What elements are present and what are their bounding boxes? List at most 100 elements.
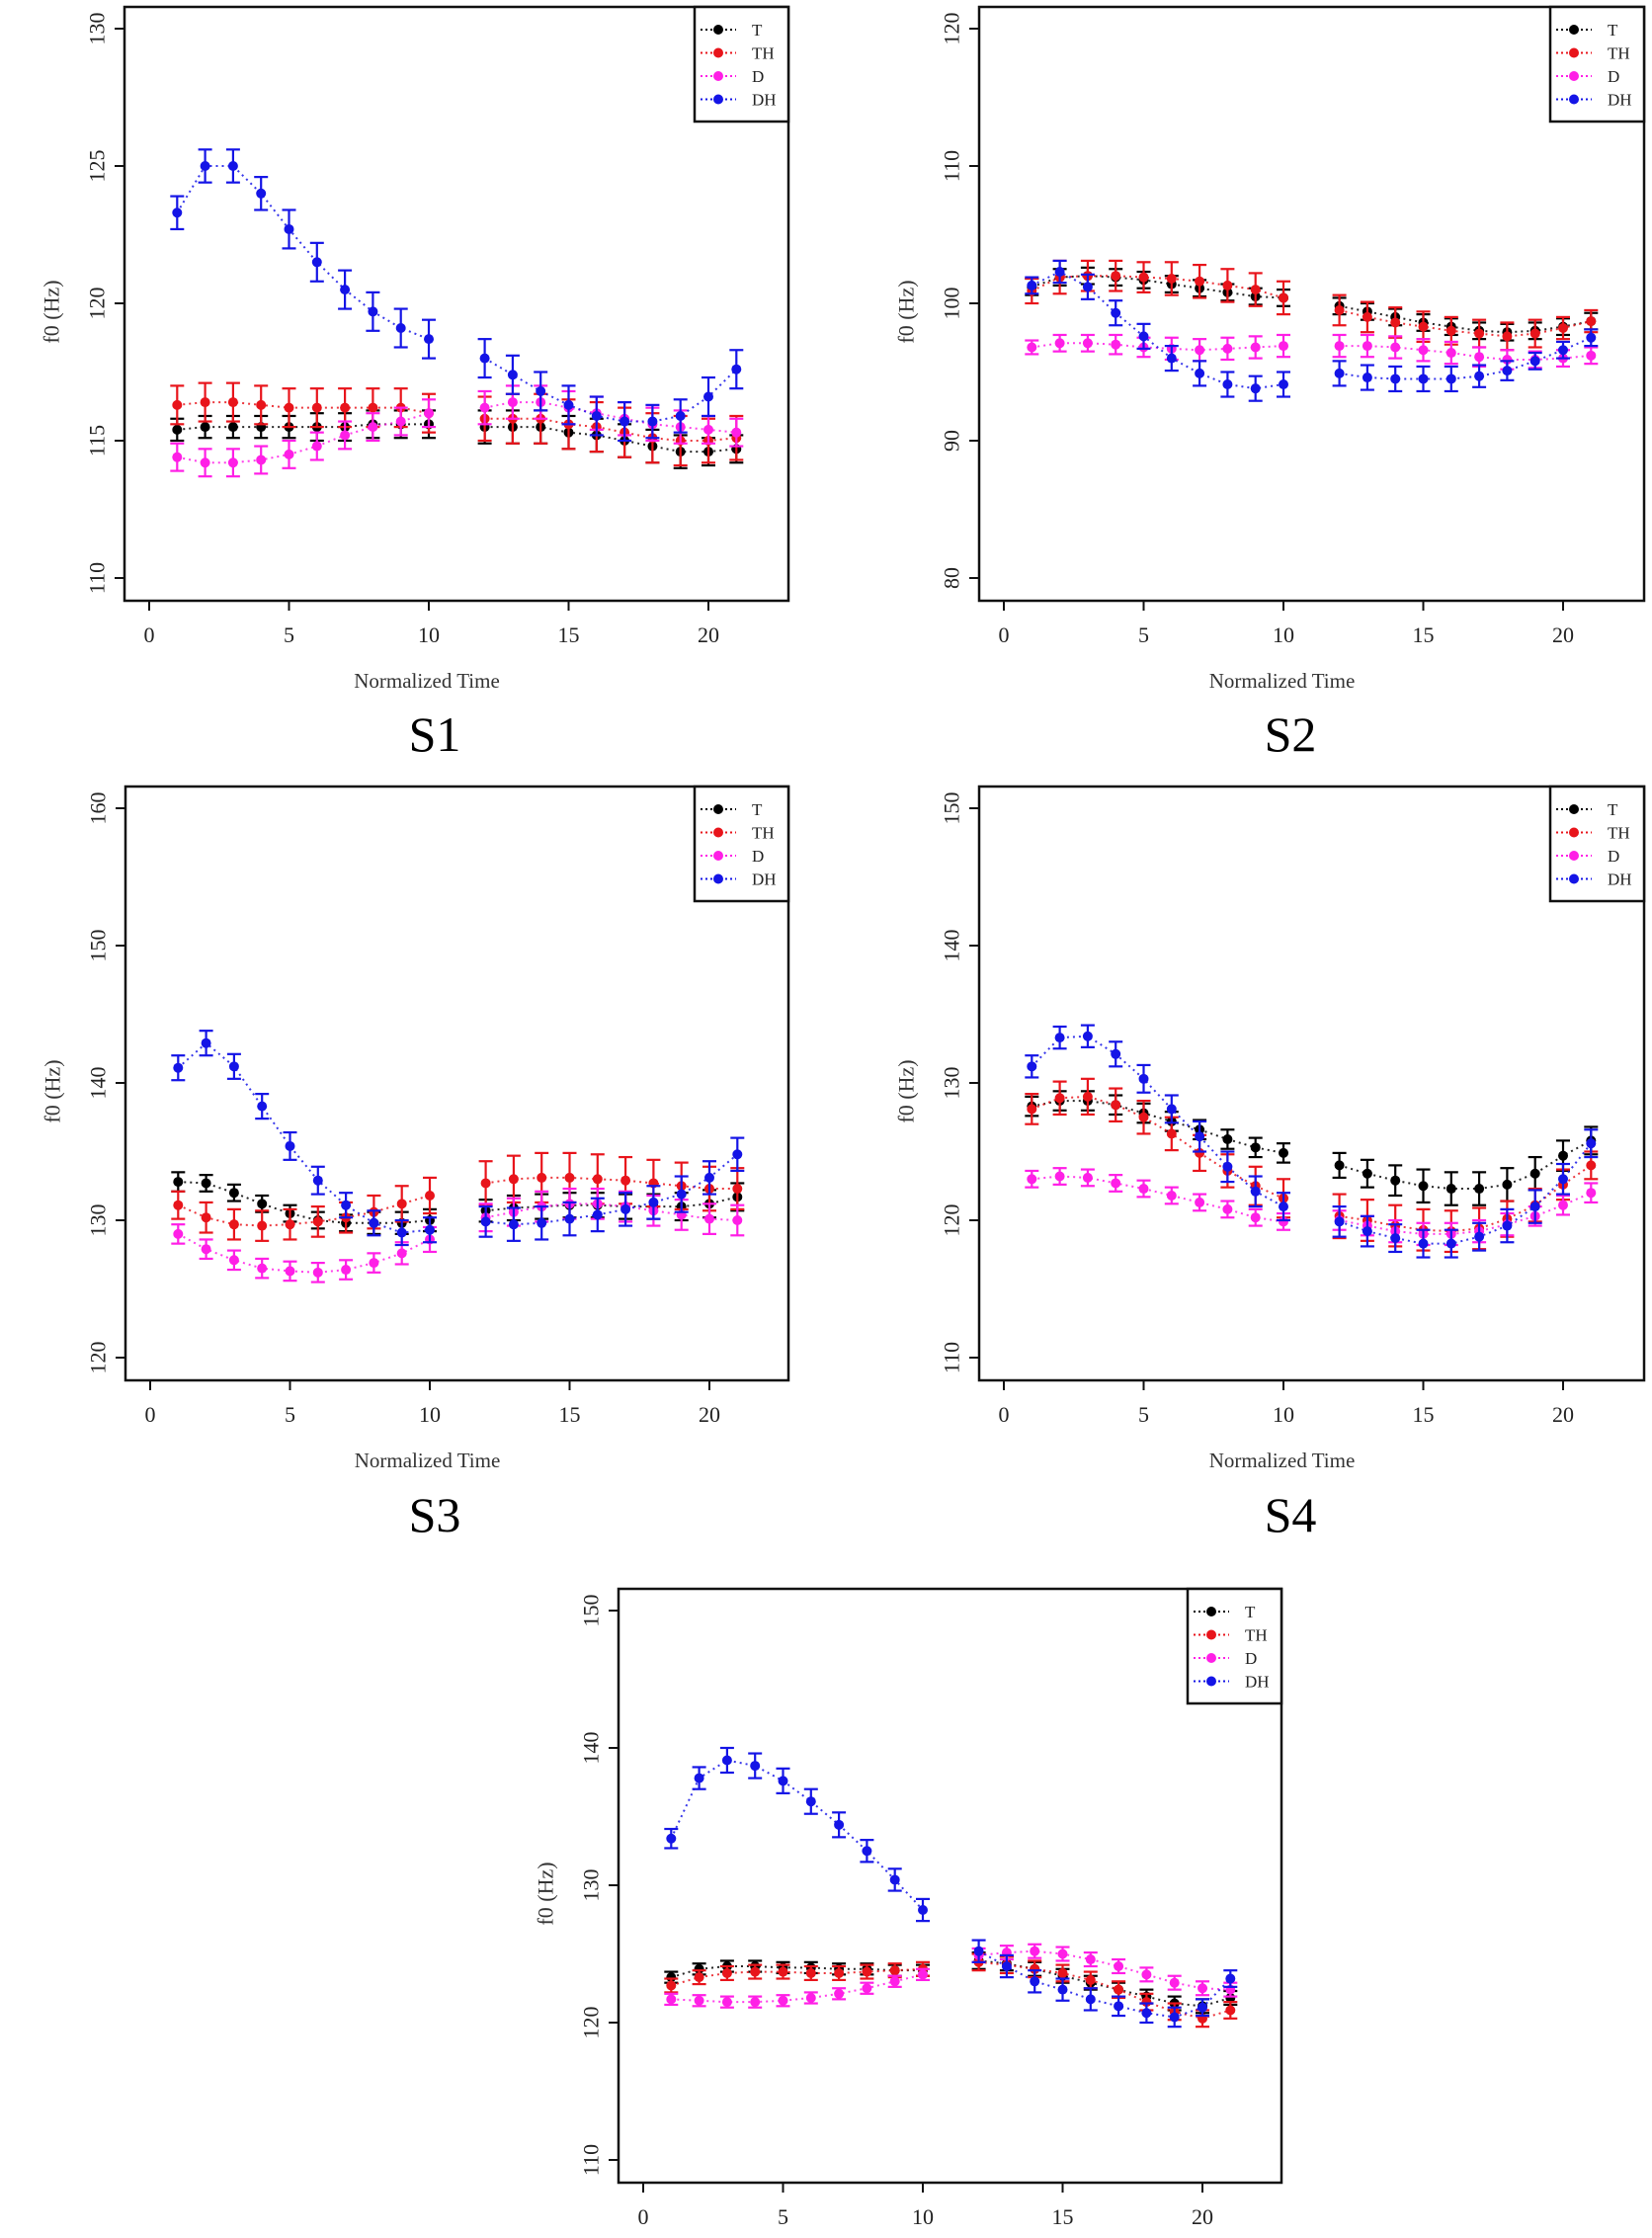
x-axis-label: Normalized Time (1209, 669, 1356, 693)
chart-panel-s4: 110 120 130 140 150 0 5 10 15 20 Normalized Time f0… (894, 785, 1646, 1472)
data-point-th (480, 1178, 491, 1189)
data-point-th (1362, 311, 1372, 322)
series-line-d (671, 1973, 924, 2004)
data-point-d (805, 1992, 816, 2003)
legend-marker-th (713, 827, 723, 838)
y-tick-label: 100 (940, 288, 964, 320)
data-point-t (227, 422, 238, 433)
data-point-th (312, 1216, 323, 1227)
series-line-t (1339, 304, 1592, 334)
data-point-th (1334, 304, 1345, 315)
data-point-dh (1111, 307, 1121, 318)
y-tick-label: 120 (940, 1204, 964, 1237)
series-line-t (484, 426, 737, 454)
data-point-th (1030, 1963, 1040, 1974)
data-point-d (172, 452, 183, 462)
y-axis-label: f0 (Hz) (40, 280, 64, 343)
x-tick-label: 5 (1138, 1402, 1149, 1427)
data-point-th (1138, 272, 1149, 283)
series-line-d (1032, 1175, 1284, 1223)
data-point-dh (805, 1796, 816, 1807)
y-tick-label: 160 (86, 792, 111, 825)
data-point-dh (1558, 345, 1568, 356)
series-line-dh (484, 357, 738, 423)
panel-label-s3: S3 (408, 1487, 461, 1542)
legend-marker-d (713, 851, 723, 861)
data-point-dh (731, 364, 742, 374)
legend-marker-t (713, 804, 723, 814)
data-point-t (1474, 1184, 1485, 1195)
data-point-dh (395, 323, 406, 334)
data-point-th (750, 1966, 761, 1977)
legend: T TH D DH (693, 785, 790, 903)
data-point-d (1250, 1212, 1261, 1223)
data-point-th (1225, 2005, 1236, 2016)
data-point-th (1166, 273, 1177, 284)
legend-marker-dh (1569, 94, 1579, 105)
data-point-dh (1529, 356, 1540, 367)
data-point-th (564, 1172, 575, 1183)
series-d (170, 384, 744, 478)
data-point-dh (1085, 1994, 1096, 2005)
data-point-dh (1082, 282, 1093, 292)
series-line-d (1339, 345, 1592, 361)
series-d (1025, 1167, 1599, 1247)
data-point-d (1195, 345, 1205, 356)
x-tick-label: 10 (1273, 1402, 1294, 1427)
data-point-dh (1166, 353, 1177, 364)
data-point-dh (1586, 332, 1597, 343)
data-point-dh (284, 223, 294, 234)
y-tick-label: 140 (86, 1067, 111, 1100)
series-dh (1025, 1024, 1599, 1259)
data-point-d (1362, 341, 1372, 352)
legend-label-dh: DH (752, 91, 777, 110)
data-point-dh (1001, 1961, 1012, 1972)
series-line-th (485, 1176, 738, 1191)
data-point-th (1054, 1093, 1065, 1104)
data-point-th (340, 402, 351, 413)
y-tick-label: 110 (579, 2144, 604, 2176)
y-tick-label: 150 (579, 1595, 604, 1627)
data-point-dh (1141, 2008, 1152, 2019)
x-tick-label: 20 (698, 622, 719, 647)
data-point-th (1114, 1984, 1124, 1995)
data-point-dh (173, 1062, 184, 1073)
data-point-t (1502, 1179, 1513, 1190)
plot-frame (123, 5, 790, 603)
y-tick-label: 90 (940, 430, 964, 452)
data-point-th (537, 1172, 547, 1183)
data-point-dh (1502, 1220, 1513, 1231)
data-point-th (805, 1967, 816, 1978)
series-dh (1025, 259, 1599, 402)
data-point-dh (721, 1755, 732, 1766)
y-tick-label: 125 (85, 150, 110, 183)
data-point-dh (1195, 368, 1205, 378)
data-point-th (1111, 271, 1121, 282)
data-point-dh (1198, 2002, 1207, 2013)
data-point-dh (973, 1946, 984, 1956)
data-point-th (1279, 292, 1288, 303)
legend-box (693, 5, 790, 124)
data-point-t (1390, 1175, 1401, 1186)
data-point-dh (1195, 1131, 1205, 1142)
data-point-th (1222, 280, 1233, 290)
x-tick-label: 20 (699, 1402, 720, 1427)
data-point-th (172, 399, 183, 410)
data-point-dh (368, 306, 378, 317)
data-point-t (1362, 1168, 1372, 1179)
legend-label-d: D (1608, 847, 1619, 866)
data-point-d (228, 1255, 239, 1266)
data-point-dh (537, 1217, 547, 1228)
data-point-dh (1390, 1233, 1401, 1244)
data-point-th (834, 1967, 845, 1978)
data-point-d (1418, 345, 1429, 356)
data-point-d (1446, 348, 1456, 359)
series-line-dh (1339, 1142, 1593, 1245)
series-line-t (177, 423, 429, 431)
series-line-th (484, 417, 737, 442)
data-point-dh (340, 285, 351, 295)
data-point-d (395, 416, 406, 427)
y-tick-label: 140 (579, 1732, 604, 1765)
data-point-d (918, 1969, 928, 1980)
data-point-d (1114, 1961, 1124, 1972)
